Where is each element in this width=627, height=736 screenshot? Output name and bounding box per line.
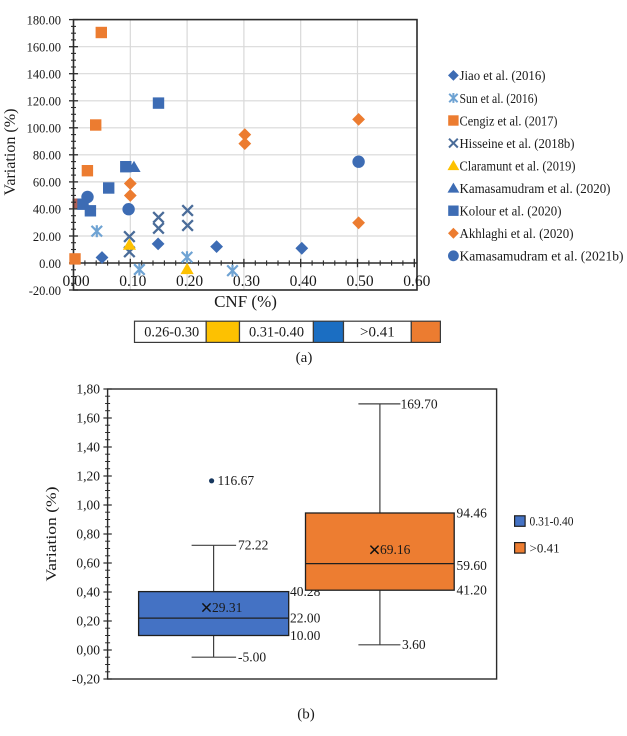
svg-text:100.00: 100.00 [27, 122, 61, 136]
svg-text:0.31-0.40: 0.31-0.40 [249, 325, 304, 341]
svg-text:Kamasamudram et al. (2020): Kamasamudram et al. (2020) [460, 182, 611, 197]
svg-text:80.00: 80.00 [33, 149, 61, 163]
svg-text:0.00: 0.00 [62, 273, 89, 290]
svg-text:Kolour et al. (2020): Kolour et al. (2020) [460, 205, 562, 220]
svg-text:94.46: 94.46 [457, 505, 488, 520]
svg-text:Hisseine et al. (2018b): Hisseine et al. (2018b) [460, 137, 575, 152]
svg-text:Jiao et al. (2016): Jiao et al. (2016) [460, 69, 546, 84]
svg-text:Sun et al. (2016): Sun et al. (2016) [460, 92, 538, 107]
svg-text:22.00: 22.00 [290, 611, 321, 626]
svg-text:160.00: 160.00 [27, 41, 61, 55]
svg-text:169.70: 169.70 [401, 396, 438, 411]
svg-text:Akhlaghi et al. (2020): Akhlaghi et al. (2020) [460, 227, 574, 242]
svg-text:1,00: 1,00 [76, 497, 100, 512]
svg-text:0,60: 0,60 [76, 555, 100, 570]
svg-text:1,20: 1,20 [76, 468, 100, 483]
svg-text:180.00: 180.00 [27, 13, 61, 27]
svg-text:1,60: 1,60 [76, 410, 100, 425]
svg-text:Variation (%): Variation (%) [44, 486, 60, 581]
svg-text:0,80: 0,80 [76, 526, 100, 541]
svg-text:(b): (b) [297, 707, 315, 723]
svg-text:72.22: 72.22 [238, 538, 268, 553]
svg-text:116.67: 116.67 [218, 473, 255, 488]
svg-text:Cengiz et al. (2017): Cengiz et al. (2017) [460, 114, 558, 129]
svg-text:0,00: 0,00 [76, 642, 100, 657]
svg-text:60.00: 60.00 [33, 176, 61, 190]
svg-text:1,80: 1,80 [76, 381, 100, 396]
svg-text:40.00: 40.00 [33, 203, 61, 217]
svg-text:0.40: 0.40 [290, 273, 317, 290]
svg-text:0,40: 0,40 [76, 584, 100, 599]
svg-text:120.00: 120.00 [27, 95, 61, 109]
svg-text:0.20: 0.20 [176, 273, 203, 290]
svg-text:20.00: 20.00 [33, 230, 61, 244]
svg-text:-20.00: -20.00 [29, 284, 61, 298]
svg-text:41.20: 41.20 [457, 583, 488, 598]
svg-text:CNF (%): CNF (%) [214, 292, 277, 311]
svg-text:1,40: 1,40 [76, 439, 100, 454]
svg-text:-5.00: -5.00 [238, 650, 266, 665]
svg-text:Claramunt et al. (2019): Claramunt et al. (2019) [460, 159, 576, 174]
svg-text:0,20: 0,20 [76, 613, 100, 628]
svg-text:0.31-0.40: 0.31-0.40 [530, 514, 574, 529]
svg-text:-0,20: -0,20 [72, 671, 100, 686]
svg-text:Kamasamudram et al. (2021b): Kamasamudram et al. (2021b) [460, 250, 624, 265]
svg-text:140.00: 140.00 [27, 68, 61, 82]
svg-text:>0.41: >0.41 [530, 540, 560, 555]
svg-text:29.31: 29.31 [212, 600, 242, 615]
svg-text:0.26-0.30: 0.26-0.30 [144, 325, 199, 341]
svg-text:Variation (%): Variation (%) [2, 109, 19, 196]
svg-text:0.00: 0.00 [39, 257, 61, 271]
svg-text:0.60: 0.60 [403, 273, 430, 290]
svg-text:0.30: 0.30 [233, 273, 260, 290]
svg-text:3.60: 3.60 [402, 637, 426, 652]
svg-text:69.16: 69.16 [380, 542, 411, 557]
svg-text:0.10: 0.10 [119, 273, 146, 290]
svg-text:0.50: 0.50 [346, 273, 373, 290]
svg-text:10.00: 10.00 [290, 628, 321, 643]
svg-text:>0.41: >0.41 [360, 325, 395, 341]
svg-text:(a): (a) [296, 350, 313, 366]
svg-text:59.60: 59.60 [457, 558, 488, 573]
